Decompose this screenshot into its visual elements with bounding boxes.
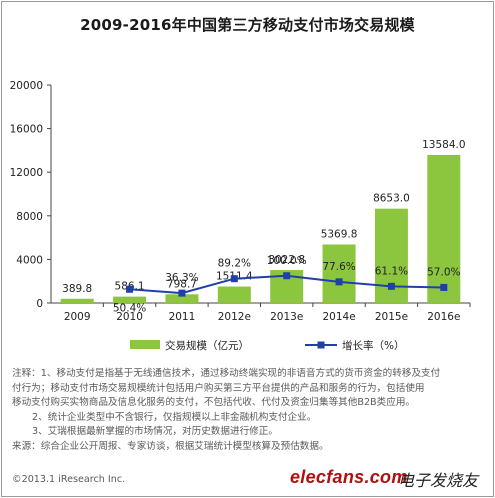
x-tick-label: 2013e (270, 311, 303, 323)
growth-point (178, 289, 186, 297)
y-tick-label: 20000 (10, 80, 43, 92)
note-line-1: 注释：1、移动支付是指基于无线通信技术，通过移动终端实现的非语音方式的货币资金的… (12, 368, 441, 379)
growth-point (440, 283, 448, 291)
growth-value-label: 50.4% (113, 302, 146, 314)
legend-bar-label: 交易规模（亿元） (165, 339, 249, 352)
growth-value-label: 36.3% (165, 272, 198, 284)
legend-line-label: 增长率（%） (342, 339, 404, 352)
bar-value-label: 389.8 (62, 283, 92, 295)
y-tick-label: 12000 (10, 167, 43, 179)
x-tick-label: 2012e (218, 311, 251, 323)
source-line: 来源：综合企业公开周报、专家访谈，根据艾瑞统计模型核算及预估数据。 (12, 440, 329, 452)
x-tick-label: 2011 (169, 311, 196, 323)
growth-point (387, 282, 395, 290)
x-tick-label: 2014e (322, 311, 355, 323)
chart-title: 2009-2016年中国第三方移动支付市场交易规模 (80, 16, 415, 34)
y-tick-label: 16000 (10, 124, 43, 136)
bar-value-label: 3022.8 (268, 254, 305, 266)
bar-value-label: 798.7 (167, 278, 197, 290)
growth-value-label: 89.2% (218, 258, 251, 270)
copyright-text: ©2013.1 iResearch Inc. (12, 474, 126, 485)
note-line-4: 2、统计企业类型中不含银行，仅指规模以上非金融机构支付企业。 (32, 411, 317, 423)
legend-line-marker (317, 341, 325, 349)
x-tick-label: 2010 (116, 311, 143, 323)
bar-value-label: 13584.0 (422, 139, 465, 151)
x-tick-label: 2015e (375, 311, 408, 323)
growth-point (283, 272, 291, 280)
growth-value-label: 61.1% (375, 265, 408, 277)
bar (427, 154, 461, 303)
bar (322, 244, 356, 303)
note-line-2: 付行为；移动支付市场交易规模统计包括用户购买第三方平台提供的产品和服务的行为，包… (12, 382, 425, 394)
x-tick-label: 2009 (64, 311, 91, 323)
y-tick-label: 4000 (16, 254, 43, 266)
growth-point (126, 285, 134, 293)
growth-value-label: 77.6% (322, 261, 355, 273)
note-line-5: 3、艾瑞根据最新掌握的市场情况，对历史数据进行修正。 (32, 426, 278, 437)
bar (165, 294, 199, 303)
growth-point (335, 278, 343, 286)
chart-notes: 注释：1、移动支付是指基于无线通信技术，通过移动终端实现的非语音方式的货币资金的… (12, 367, 487, 454)
bar (113, 296, 147, 303)
growth-value-label: 100.0% (267, 255, 307, 267)
growth-value-label: 57.0% (427, 266, 460, 278)
bar (217, 286, 251, 303)
brand-watermark-cn: 电子发烧友 (398, 471, 479, 490)
bar-value-label: 8653.0 (373, 193, 410, 205)
legend-bar-swatch (130, 340, 160, 349)
brand-watermark: elecfans.com (290, 467, 408, 487)
bar (60, 298, 94, 303)
growth-point (230, 275, 238, 283)
y-tick-label: 0 (36, 298, 43, 310)
y-tick-label: 8000 (16, 211, 43, 223)
x-tick-label: 2016e (427, 311, 460, 323)
note-line-3: 移动支付购买实物商品及信息化服务的支付，不包括代收、代付及资金归集等其他B2B类… (12, 397, 416, 408)
bar-value-label: 5369.8 (321, 228, 358, 240)
